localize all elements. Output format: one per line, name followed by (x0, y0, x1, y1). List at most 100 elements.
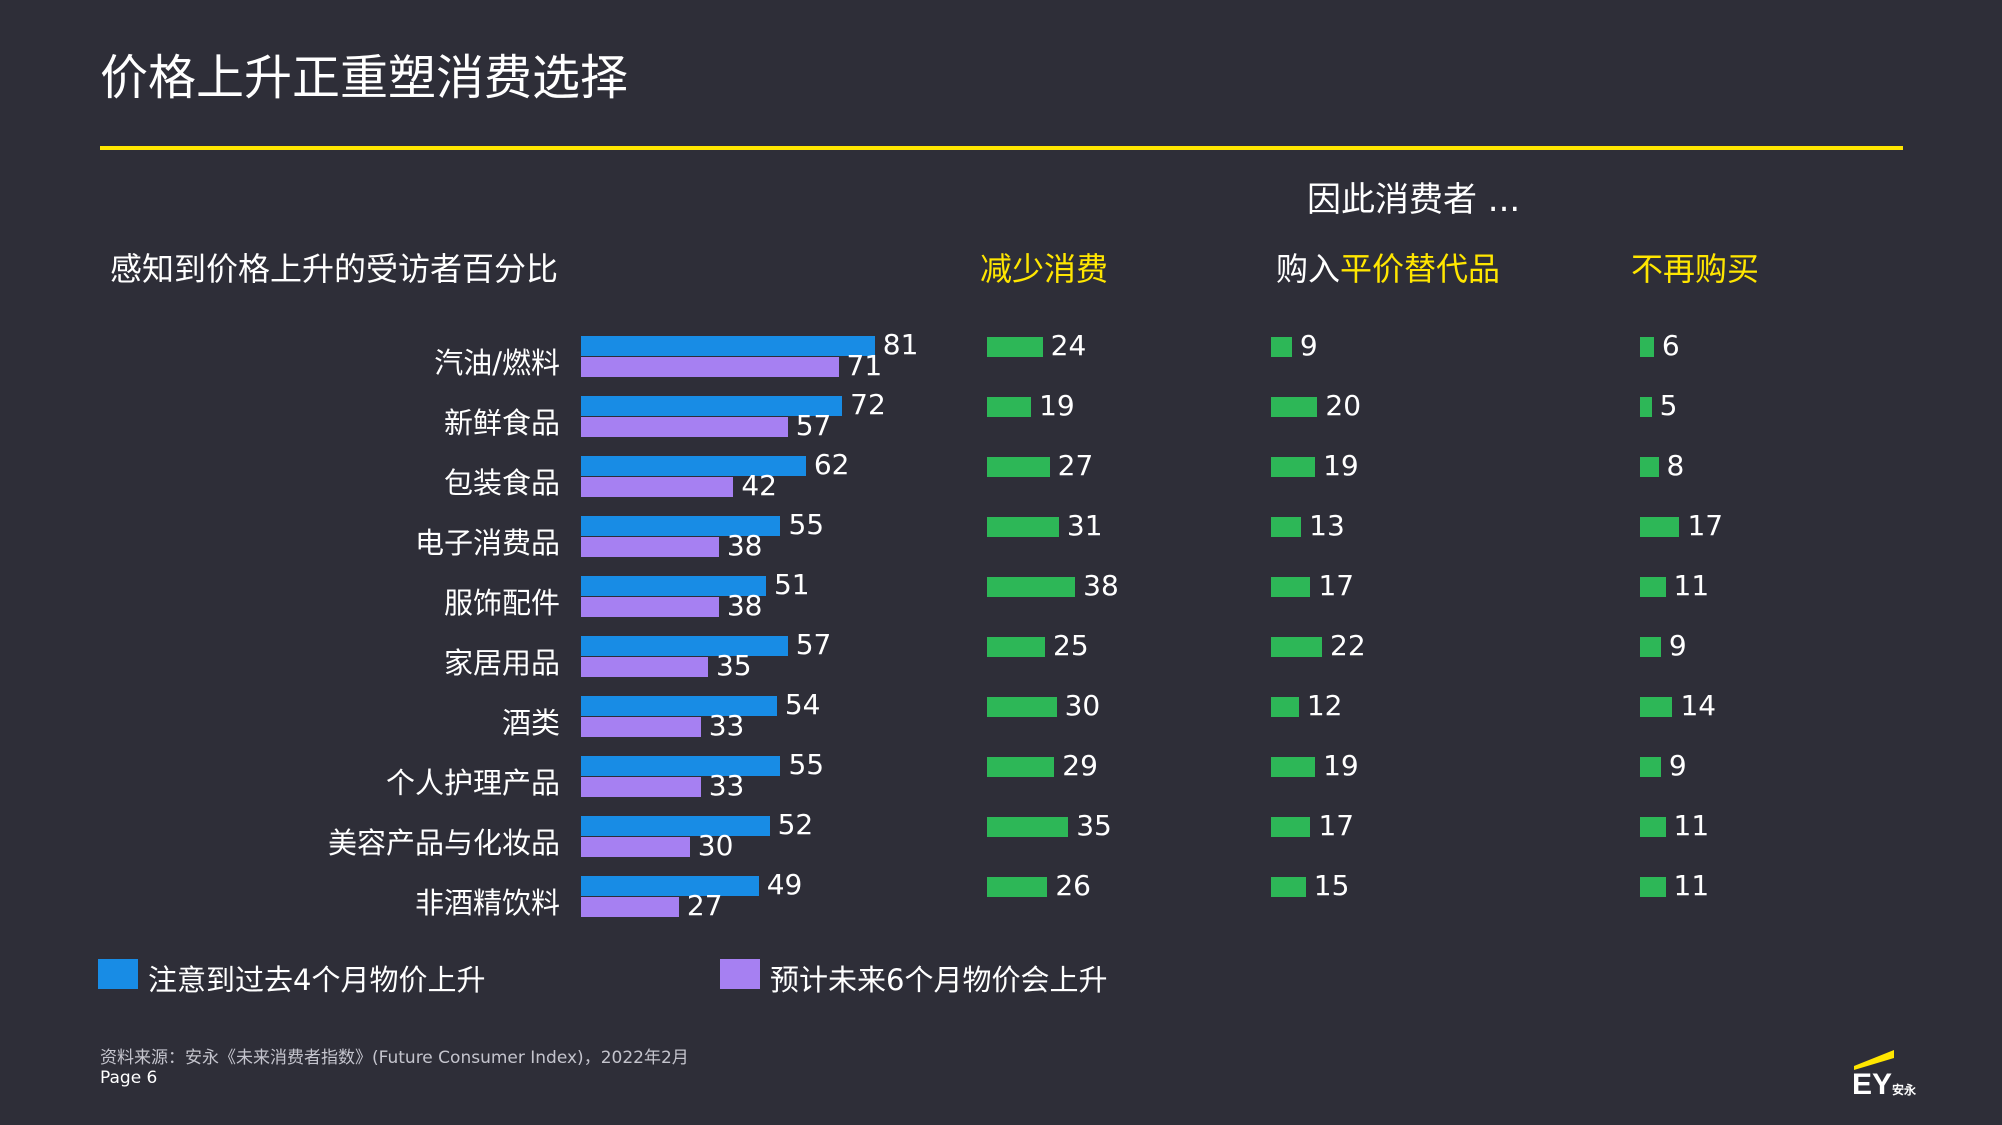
response-bar (1640, 757, 1661, 777)
response-bar (1271, 397, 1318, 417)
category-label: 服饰配件 (443, 586, 560, 620)
category-label: 新鲜食品 (443, 406, 560, 440)
response-bar (987, 397, 1032, 417)
response-value-label: 14 (1680, 689, 1717, 722)
response-value-label: 13 (1309, 509, 1345, 542)
bar-expected (581, 477, 734, 497)
logo-ey-text: EY (1852, 1068, 1892, 1100)
category-label: 电子消费品 (414, 526, 560, 560)
bar-value-label: 57 (795, 409, 832, 442)
bar-value-label: 30 (697, 829, 734, 862)
bar-noticed (581, 876, 759, 896)
response-bar (987, 337, 1043, 357)
bar-noticed (581, 816, 770, 836)
response-value-label: 19 (1323, 449, 1359, 482)
bar-expected (581, 837, 690, 857)
bar-value-label: 81 (882, 328, 919, 361)
legend-swatch-noticed (98, 959, 138, 989)
bar-expected (581, 357, 839, 377)
response-value-label: 5 (1659, 389, 1678, 422)
response-value-label: 30 (1064, 689, 1101, 722)
category-label: 非酒精饮料 (414, 886, 560, 920)
response-value-label: 26 (1055, 869, 1091, 902)
response-value-label: 17 (1687, 509, 1724, 542)
response-value-label: 27 (1057, 449, 1094, 482)
bar-value-label: 35 (715, 649, 752, 682)
bar-noticed (581, 576, 766, 596)
reduce-column-title: 减少消费 (980, 250, 1109, 288)
response-bar (1271, 877, 1306, 897)
legend-label-noticed: 注意到过去4个月物价上升 (148, 963, 486, 997)
title-underline (100, 146, 1903, 150)
response-bar (987, 697, 1057, 717)
bar-expected (581, 717, 701, 737)
logo-beam (1854, 1050, 1894, 1070)
bar-value-label: 33 (708, 769, 745, 802)
stop-column-title: 不再购买 (1631, 250, 1760, 288)
response-value-label: 15 (1313, 869, 1350, 902)
response-bar (987, 517, 1059, 537)
response-value-label: 17 (1318, 569, 1355, 602)
bar-value-label: 49 (766, 868, 803, 901)
bar-noticed (581, 336, 875, 356)
bar-noticed (581, 396, 843, 416)
bar-value-label: 55 (788, 508, 825, 541)
bar-noticed (581, 516, 781, 536)
bar-expected (581, 777, 701, 797)
response-bar (987, 457, 1050, 477)
response-value-label: 9 (1668, 629, 1687, 662)
response-bar (1640, 577, 1666, 597)
response-bar (1640, 517, 1680, 537)
page-title: 价格上升正重塑消费选择 (100, 50, 629, 106)
response-bar (1640, 637, 1661, 657)
response-bar (987, 817, 1069, 837)
bar-expected (581, 537, 719, 557)
response-value-label: 29 (1062, 749, 1098, 782)
response-bar (1640, 337, 1654, 357)
category-label: 个人护理产品 (385, 766, 560, 800)
bar-value-label: 42 (741, 469, 777, 502)
bar-value-label: 62 (813, 448, 850, 481)
response-bar (1640, 817, 1666, 837)
bar-expected (581, 657, 708, 677)
response-bar (1271, 337, 1292, 357)
bar-expected (581, 897, 679, 917)
bar-value-label: 71 (846, 349, 883, 382)
response-value-label: 19 (1039, 389, 1075, 422)
bar-expected (581, 417, 788, 437)
response-value-label: 12 (1306, 689, 1343, 722)
response-bar (1640, 397, 1652, 417)
category-label: 酒类 (501, 706, 560, 740)
response-value-label: 11 (1673, 869, 1710, 902)
bar-value-label: 55 (788, 748, 825, 781)
response-value-label: 31 (1066, 509, 1103, 542)
response-value-label: 11 (1673, 569, 1710, 602)
consumer-response-heading: 因此消费者 ... (1307, 180, 1521, 220)
response-bar (1271, 577, 1311, 597)
response-bar (1271, 517, 1302, 537)
bar-value-label: 57 (795, 628, 832, 661)
ey-logo: EY 安永 (1852, 1050, 1916, 1100)
bar-value-label: 27 (686, 889, 723, 922)
response-bar (1271, 757, 1316, 777)
substitute-title-prefix: 购入 (1276, 250, 1341, 288)
response-value-label: 9 (1299, 329, 1318, 362)
response-value-label: 35 (1076, 809, 1112, 842)
legend-label-expected: 预计未来6个月物价会上升 (770, 963, 1108, 997)
page-number: Page 6 (100, 1068, 158, 1088)
response-bar (987, 757, 1055, 777)
category-label: 美容产品与化妆品 (327, 826, 560, 860)
response-bar (1640, 877, 1666, 897)
substitute-column-title: 购入平价替代品 (1276, 244, 1500, 290)
bar-value-label: 54 (784, 688, 821, 721)
response-bar (987, 577, 1076, 597)
bar-value-label: 38 (726, 589, 763, 622)
category-label: 包装食品 (443, 466, 560, 500)
bar-value-label: 51 (773, 568, 810, 601)
response-value-label: 6 (1661, 329, 1680, 362)
response-value-label: 17 (1318, 809, 1355, 842)
bar-value-label: 72 (850, 388, 886, 421)
response-value-label: 19 (1323, 749, 1359, 782)
category-label: 家居用品 (443, 646, 560, 680)
